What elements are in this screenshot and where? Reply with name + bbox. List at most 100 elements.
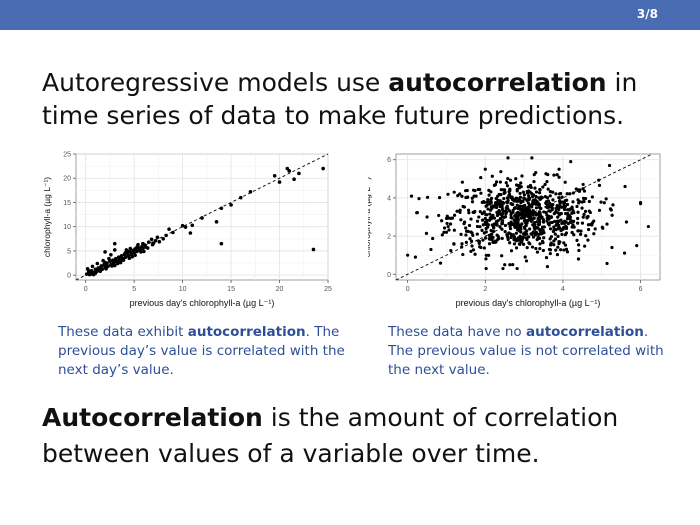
data-point [466,208,471,212]
data-point [586,214,590,219]
slide-header-bar: 3/8 [0,0,700,30]
data-point [103,260,107,265]
data-point [563,243,568,247]
data-point [480,212,484,216]
data-point [460,242,464,246]
data-point [545,219,549,223]
data-point [490,174,494,178]
data-point [525,246,529,250]
data-point [553,232,557,236]
right-caption-post: . The previous value is not correlated w… [388,324,664,378]
data-point [550,208,554,212]
data-point [605,261,609,266]
data-point [466,229,470,233]
data-point [574,187,578,191]
right-caption-pre: These data have no [388,324,526,340]
data-point [553,237,558,241]
data-point [562,202,566,207]
data-point [580,221,585,225]
data-point [581,182,585,187]
data-point [545,265,550,269]
data-point [549,241,553,245]
data-point [470,196,474,200]
data-point [487,242,492,246]
data-point [508,227,513,231]
data-point [453,213,457,217]
data-point [514,246,519,250]
x-tick-label: 20 [276,286,284,293]
data-point [495,223,499,227]
data-point [528,190,532,194]
data-point [520,174,524,178]
data-point [464,195,468,200]
right-chart-caption: These data have no autocorrelation. The … [388,323,668,380]
data-point [484,226,488,231]
data-point [508,178,513,182]
autocorrelation-definition: Autocorrelation is the amount of correla… [42,400,682,472]
data-point [583,209,588,213]
data-point [534,246,538,251]
data-point [534,171,538,175]
data-point [556,245,560,249]
data-point [565,198,569,202]
autocorrelated-scatter-plot: 0 5 10 15 20 25 0 5 10 15 20 25 previous day's chlor… [42,152,332,309]
data-point [167,227,171,231]
data-point [495,213,500,218]
data-point [611,203,615,207]
data-point [141,246,145,251]
data-point [525,191,530,195]
data-point [447,228,451,232]
data-point [565,250,570,254]
data-point [570,211,574,215]
data-point [530,194,535,199]
data-point [90,264,95,269]
data-point [557,196,561,200]
data-point [519,238,523,242]
data-point [514,183,519,187]
data-point [586,227,591,232]
data-point [458,208,462,212]
data-point [103,250,107,254]
data-point [515,228,520,232]
data-point [556,234,560,239]
data-point [490,207,494,211]
data-point [537,214,541,218]
headline-bold: autocorrelation [388,68,607,97]
data-point [450,216,455,220]
data-point [437,196,442,200]
data-point [190,223,195,228]
data-point [516,221,520,225]
headline-pre: Autoregressive models use [42,68,389,97]
data-point [556,211,560,215]
x-axis-title: previous day's chlorophyll-a (µg L⁻¹) [456,298,601,308]
data-point [487,188,491,192]
data-point [563,221,567,225]
data-point [552,219,557,224]
data-point [469,239,474,243]
data-point [482,246,486,250]
data-point [552,173,556,177]
data-point [505,200,509,204]
data-point [548,252,552,256]
data-point [497,192,501,197]
data-point [112,248,117,252]
data-point [519,230,523,234]
data-point [523,255,527,259]
data-point [444,230,449,234]
data-point [145,246,150,250]
data-point [489,228,493,233]
data-point [584,234,588,238]
data-point [486,198,490,202]
data-point [540,215,544,219]
data-point [532,220,537,225]
data-point [475,219,480,223]
data-point [537,203,542,207]
data-point [557,205,561,209]
y-tick-label: 10 [63,224,71,231]
data-point [528,217,532,221]
data-point [559,205,564,209]
data-point [507,193,511,197]
data-point [581,215,585,219]
data-point [464,233,468,237]
data-point [534,190,539,194]
